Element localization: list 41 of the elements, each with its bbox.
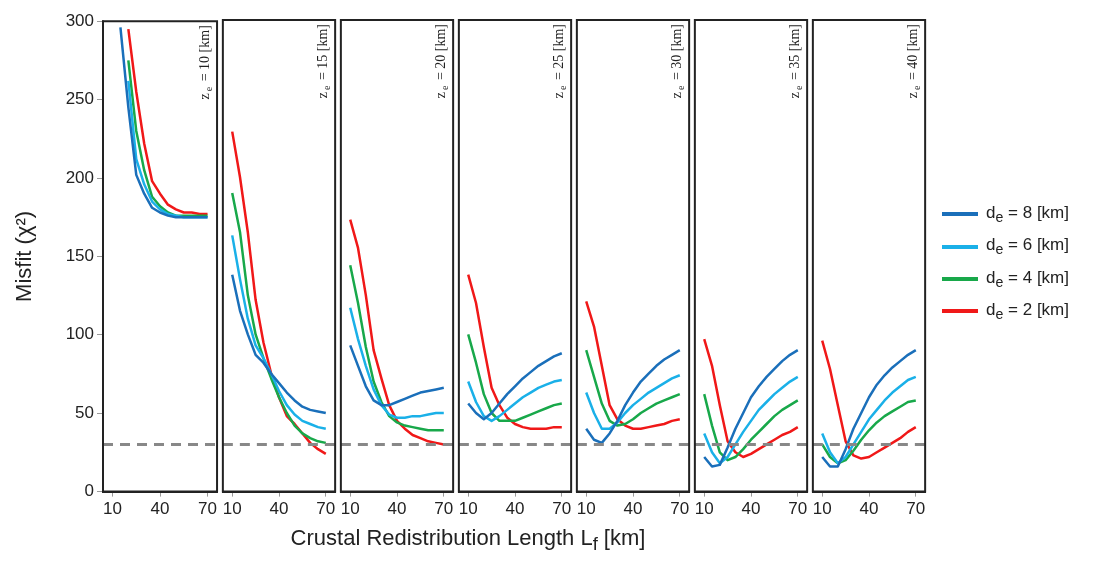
y-axis-title: Misfit (χ²) (11, 210, 37, 302)
x-tick-label: 40 (623, 499, 643, 519)
x-tick-label: 10 (340, 499, 360, 519)
y-tick-label: 50 (75, 402, 94, 422)
x-tick-label: 40 (269, 499, 289, 519)
x-tick-label: 40 (859, 499, 879, 519)
y-tick-label: 0 (84, 481, 94, 501)
y-tick-label: 150 (65, 246, 94, 266)
x-tick-label: 70 (198, 499, 218, 519)
x-tick-label: 40 (387, 499, 407, 519)
x-tick-label: 70 (906, 499, 926, 519)
x-tick-label: 70 (552, 499, 572, 519)
x-tick-label: 10 (458, 499, 478, 519)
legend-label: d$_{e}$ = 8 [km] (986, 203, 1070, 226)
x-tick-label: 10 (222, 499, 242, 519)
legend-label: d$_{e}$ = 6 [km] (986, 235, 1070, 258)
y-tick-label: 250 (65, 89, 94, 109)
x-tick-label: 70 (670, 499, 690, 519)
y-tick-label: 200 (65, 167, 94, 187)
x-axis-title: Crustal Redistribution Length L$_{f}$ [km] (289, 525, 647, 556)
text: ze = 30 [km] (669, 24, 687, 99)
text: ze = 35 [km] (787, 24, 805, 99)
text: ze = 10 [km] (197, 25, 215, 100)
x-tick-label: 40 (505, 499, 525, 519)
text: ze = 40 [km] (905, 24, 923, 99)
legend-label: d$_{e}$ = 4 [km] (986, 267, 1070, 291)
text: ze = 25 [km] (551, 24, 569, 99)
x-tick-label: 70 (316, 499, 336, 519)
x-tick-label: 10 (694, 499, 714, 519)
x-tick-label: 10 (576, 499, 596, 519)
x-tick-label: 70 (434, 499, 454, 519)
y-tick-label: 100 (65, 324, 94, 344)
x-tick-label: 10 (103, 499, 122, 519)
x-tick-label: 40 (150, 499, 170, 519)
text: ze = 20 [km] (433, 24, 451, 99)
x-tick-label: 10 (812, 499, 832, 519)
legend-label: d$_{e}$ = 2 [km] (986, 300, 1070, 323)
x-tick-label: 70 (788, 499, 808, 519)
y-tick-label: 300 (65, 10, 94, 30)
text: ze = 15 [km] (315, 24, 333, 99)
x-tick-label: 40 (741, 499, 761, 519)
